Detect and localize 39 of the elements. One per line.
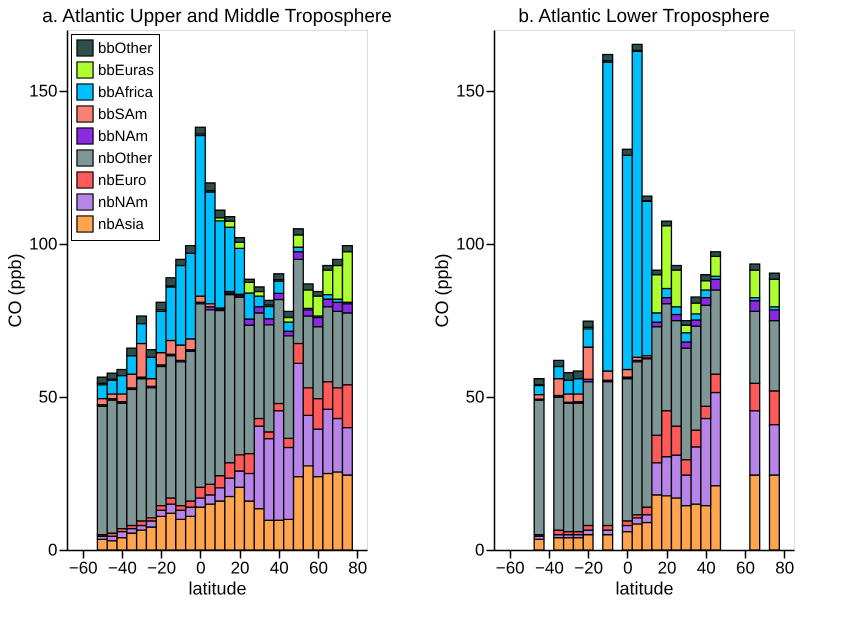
legend-label: bbSAm (98, 106, 148, 123)
x-tick-label: −20 (147, 558, 176, 578)
x-tick-label: −40 (108, 558, 137, 578)
legend-label: nbAsia (98, 216, 145, 233)
chart-title: a. Atlantic Upper and Middle Troposphere (42, 6, 392, 27)
x-tick-label: −60 (68, 558, 98, 578)
x-tick-label: 40 (696, 558, 716, 578)
y-axis-title: CO (ppb) (432, 253, 452, 328)
y-tick-label: 0 (475, 540, 484, 560)
legend-label: bbOther (98, 40, 152, 57)
y-tick-label: 50 (38, 388, 58, 407)
x-tick-label: 20 (230, 558, 250, 578)
x-tick-label: 20 (658, 558, 677, 578)
y-tick-label: 150 (456, 82, 484, 101)
x-tick-label: 40 (270, 558, 289, 578)
y-tick-label: 0 (48, 540, 58, 560)
x-tick-label: 0 (623, 558, 633, 578)
legend-label: nbOther (98, 150, 152, 167)
y-axis-title: CO (ppb) (5, 253, 26, 328)
x-tick-label: −20 (574, 558, 604, 578)
legend-label: nbEuro (98, 172, 146, 189)
y-tick-label: 100 (456, 234, 484, 254)
y-tick-label: 150 (29, 82, 58, 101)
x-tick-label: −60 (496, 558, 525, 578)
legend-label: nbNAm (98, 194, 148, 211)
x-tick-label: 0 (196, 558, 206, 578)
x-tick-label: 80 (775, 558, 794, 578)
y-tick-label: 100 (29, 234, 58, 254)
x-tick-label: 80 (348, 558, 368, 578)
x-axis-title: latitude (188, 578, 247, 598)
legend-label: bbAfrica (98, 84, 154, 101)
chart-title: b. Atlantic Lower Troposphere (518, 6, 770, 27)
x-tick-label: −40 (534, 558, 564, 578)
y-tick-label: 50 (466, 388, 484, 407)
x-axis-title: latitude (615, 578, 674, 598)
x-tick-label: 60 (309, 558, 328, 578)
x-tick-label: 60 (736, 558, 755, 578)
legend-label: bbEuras (98, 62, 154, 79)
legend-label: bbNAm (98, 128, 148, 145)
